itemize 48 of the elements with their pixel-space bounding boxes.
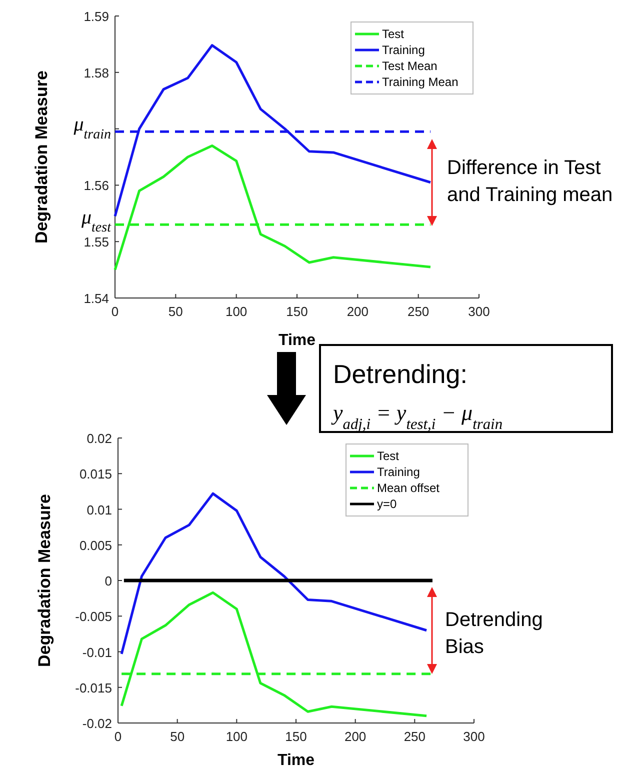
x-tick-label: 200 xyxy=(346,304,369,319)
annotation: Detrending Bias xyxy=(445,609,543,658)
y-tick-label: 0.015 xyxy=(79,466,112,482)
y-tick-label: -0.015 xyxy=(75,680,112,696)
x-tick-label: 200 xyxy=(344,729,366,744)
x-tick-label: 100 xyxy=(226,729,248,744)
x-tick-label: 150 xyxy=(286,304,308,319)
y-tick-label: 0.02 xyxy=(86,431,112,446)
annotation: Difference in Test and Training mean xyxy=(447,157,613,206)
y-tick-label: 1.54 xyxy=(84,291,109,306)
x-tick-label: 50 xyxy=(170,729,185,744)
y-tick-label: -0.01 xyxy=(82,644,112,660)
y-axis-title: Degradation Measure xyxy=(32,70,51,244)
legend-label: Test xyxy=(377,449,400,463)
y-tick-label: -0.02 xyxy=(82,716,112,731)
line-series xyxy=(120,591,428,718)
annotation: μ$_{train}$ xyxy=(72,114,111,142)
x-tick-label: 250 xyxy=(404,729,426,744)
line-series xyxy=(114,144,432,272)
x-tick-label: 150 xyxy=(285,729,307,744)
x-tick-label: 0 xyxy=(114,729,122,744)
legend-label: Test Mean xyxy=(382,59,438,73)
legend-label: Test xyxy=(382,27,405,41)
legend-label: Training xyxy=(377,465,420,479)
y-tick-label: 0.01 xyxy=(86,502,112,518)
legend-label: Training xyxy=(382,43,425,57)
x-tick-label: 100 xyxy=(225,304,248,319)
y-tick-label: -0.005 xyxy=(75,609,112,624)
y-tick-label: 0.005 xyxy=(79,538,112,553)
y-tick-label: 1.58 xyxy=(84,65,109,80)
y-tick-label: 1.55 xyxy=(84,234,109,250)
y-tick-label: 1.56 xyxy=(84,178,109,194)
x-tick-label: 250 xyxy=(407,304,430,319)
text: y$_{adj,i}$ = y$_{test,i}$ − μ$_{train}$ xyxy=(331,400,503,432)
x-tick-label: 300 xyxy=(463,729,485,744)
x-tick-label: 50 xyxy=(168,304,183,319)
y-tick-label: 1.59 xyxy=(84,9,109,24)
y-axis-title: Degradation Measure xyxy=(35,494,54,667)
x-tick-label: 300 xyxy=(468,304,490,319)
line-series xyxy=(120,492,428,656)
legend-label: Training Mean xyxy=(382,75,458,89)
text: Detrending: xyxy=(333,359,468,389)
annotation: μ$_{test}$ xyxy=(80,206,112,236)
legend-label: Mean offset xyxy=(377,481,440,495)
x-axis-title: Time xyxy=(277,752,315,769)
x-axis-title: Time xyxy=(278,332,316,349)
legend-label: y=0 xyxy=(377,497,398,511)
y-tick-label: 0 xyxy=(104,574,112,588)
